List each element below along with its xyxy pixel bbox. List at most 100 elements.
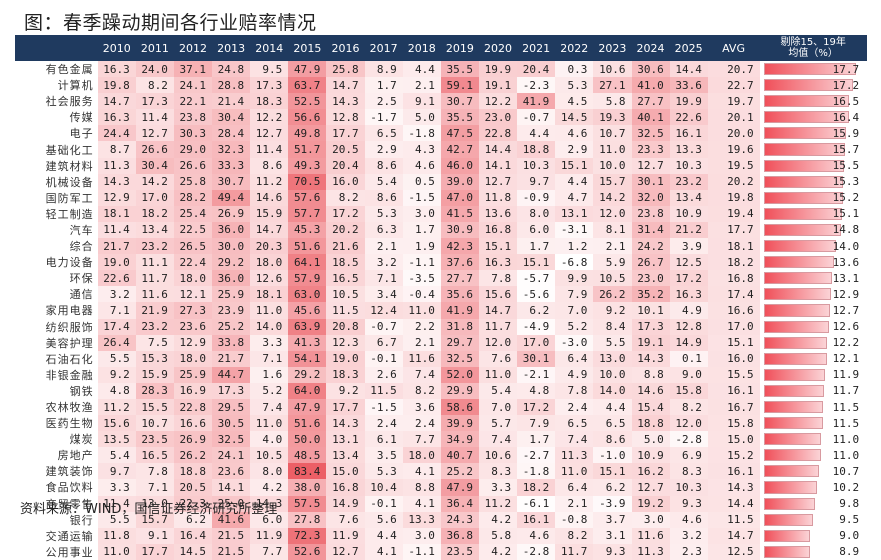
data-cell: 14.3 [97, 173, 136, 190]
data-cell: 3.2 [97, 286, 136, 303]
data-cell: 26.6 [135, 141, 174, 158]
data-cell: 19.3 [593, 109, 632, 126]
data-cell: 14.9 [669, 334, 708, 351]
data-cell: 6.4 [555, 479, 594, 496]
column-header: 2016 [331, 41, 360, 55]
data-cell: 15.1 [517, 254, 556, 271]
avg-cell: 19.7 [707, 93, 760, 110]
excl-avg-cell: 11.7 [760, 383, 868, 399]
data-cell: 12.2 [250, 109, 289, 126]
data-cell: 49.3 [288, 157, 327, 174]
data-cell: 2.6 [364, 366, 403, 383]
data-cell: -6.1 [517, 495, 556, 512]
data-cell: 17.3 [631, 318, 670, 335]
table-body: 有色金属 16.3 24.0 37.1 24.8 9.5 47.9 25.8 8.9 4.4 35.… [15, 61, 867, 560]
row-label: 交通运输 [45, 529, 94, 543]
data-cell: 18.3 [326, 366, 365, 383]
data-cell: 54.1 [288, 350, 327, 367]
data-cell: -1.0 [593, 447, 632, 464]
table-row: 汽车 11.4 13.4 22.5 36.0 14.7 45.3 20.2 6.3 1.7 30.9… [15, 221, 867, 239]
table-row: 非银金融 9.2 15.9 25.9 44.7 1.6 29.2 18.3 2.6 7.4 52.0… [15, 366, 867, 383]
data-cell: 30.1 [517, 350, 556, 367]
data-cell: 58.6 [440, 398, 479, 416]
data-cell: 20.2 [326, 221, 365, 239]
row-label: 有色金属 [45, 63, 94, 77]
data-cell: 15.9 [135, 366, 174, 383]
data-cell: 48.5 [288, 447, 327, 464]
data-cell: 2.3 [669, 543, 708, 560]
data-cell: 19.1 [479, 77, 518, 94]
data-cell: 25.4 [173, 205, 213, 222]
data-cell: 27.8 [288, 511, 327, 528]
data-cell: 22.8 [173, 398, 213, 416]
data-cell: 9.0 [669, 366, 708, 383]
data-cell: 28.3 [135, 382, 174, 399]
data-cell: 30.4 [212, 109, 251, 126]
data-cell: 16.3 [97, 61, 136, 78]
data-cell: 16.9 [173, 382, 213, 399]
table-row: 煤炭 13.5 23.5 26.9 32.5 4.0 50.0 13.1 6.1 7.7 34.9 7… [15, 431, 867, 448]
data-cell: 35.2 [631, 286, 670, 303]
data-cell: -0.1 [364, 350, 403, 367]
row-label: 社会服务 [45, 95, 94, 109]
data-cell: -1.1 [402, 543, 441, 560]
data-cell: 4.4 [517, 125, 556, 142]
data-cell: 3.9 [669, 238, 708, 255]
data-cell: 6.2 [593, 479, 632, 496]
avg-cell: 15.1 [707, 334, 760, 351]
data-cell: 9.7 [97, 463, 136, 480]
data-cell: 9.7 [517, 173, 556, 190]
data-cell: 6.9 [669, 447, 708, 464]
data-cell: 17.3 [135, 93, 174, 110]
value-bar [763, 223, 841, 237]
data-cell: 20.5 [173, 479, 213, 496]
excl-avg-cell: 16.5 [760, 93, 868, 109]
data-cell: 10.3 [669, 479, 708, 496]
value-bar [763, 304, 830, 317]
avg-cell: 20.7 [707, 61, 760, 78]
table-row: 食品饮料 3.3 7.1 20.5 14.1 4.2 38.0 16.8 10.4 8.8 47.9… [15, 479, 867, 496]
data-cell: 57.5 [288, 495, 327, 512]
data-cell: 19.0 [97, 254, 136, 271]
data-cell: 6.7 [364, 334, 403, 351]
data-cell: 6.2 [517, 302, 556, 319]
data-cell: 21.4 [212, 93, 251, 110]
data-cell: 21.9 [135, 302, 174, 319]
data-cell: 57.6 [288, 189, 327, 206]
data-cell: 17.7 [326, 398, 365, 416]
data-cell: 15.3 [135, 350, 174, 367]
excl-avg-cell: 17.2 [760, 77, 868, 93]
data-cell: 11.0 [402, 302, 441, 319]
avg-cell: 20.2 [707, 173, 760, 190]
data-cell: 11.6 [402, 350, 441, 367]
table-row: 传媒 16.3 11.4 23.8 30.4 12.2 56.6 12.8 -1.7 5.0 35.… [15, 109, 867, 126]
excl-avg-cell: 11.5 [760, 399, 868, 415]
data-cell: 8.0 [250, 463, 289, 480]
data-cell: 11.1 [135, 254, 174, 271]
data-cell: 15.1 [479, 238, 518, 255]
data-cell: 2.9 [364, 141, 403, 158]
data-cell: 56.6 [288, 109, 327, 126]
data-cell: 13.3 [669, 141, 708, 158]
column-header: 2024 [636, 41, 665, 55]
data-cell: 70.5 [288, 173, 327, 190]
data-cell: 5.0 [402, 109, 441, 126]
data-cell: 17.3 [250, 77, 289, 94]
value-bar [763, 143, 846, 156]
data-cell: 11.0 [593, 141, 632, 158]
data-cell: 45.3 [288, 221, 327, 239]
data-cell: -3.1 [555, 221, 594, 239]
data-cell: 41.9 [440, 302, 479, 319]
data-cell: 14.9 [326, 495, 365, 512]
data-cell: 10.6 [593, 61, 632, 78]
data-cell: 10.9 [631, 447, 670, 464]
data-cell: 3.2 [669, 527, 708, 544]
data-cell: 14.6 [250, 189, 289, 206]
data-cell: 10.6 [479, 447, 518, 464]
data-cell: 4.1 [364, 543, 403, 560]
data-cell: 7.6 [326, 511, 365, 528]
data-cell: 4.8 [517, 382, 556, 399]
data-cell: 26.9 [173, 431, 213, 448]
data-cell: 18.2 [517, 479, 556, 496]
data-cell: 8.2 [326, 189, 365, 206]
